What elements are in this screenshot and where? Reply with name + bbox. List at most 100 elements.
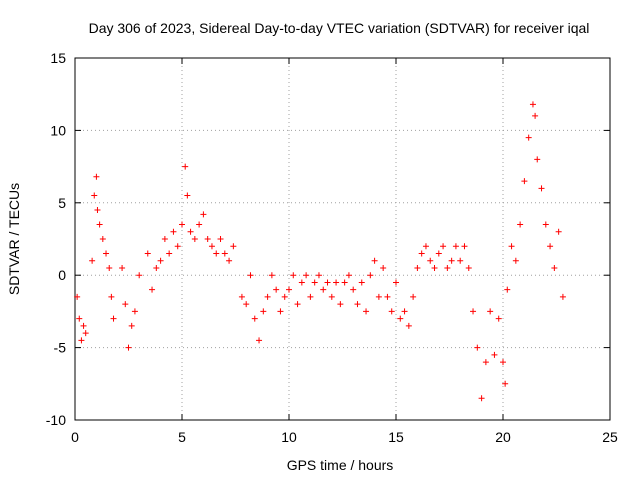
data-point: [542, 221, 549, 228]
data-point: [91, 192, 98, 199]
data-point: [444, 264, 451, 271]
data-point: [82, 330, 89, 337]
data-point: [320, 286, 327, 293]
x-tick-label: 15: [388, 429, 404, 445]
data-point: [149, 286, 156, 293]
data-point: [108, 293, 115, 300]
data-point: [380, 264, 387, 271]
y-tick-label: -10: [46, 412, 66, 428]
data-point: [307, 293, 314, 300]
data-point: [273, 286, 280, 293]
data-point: [388, 308, 395, 315]
data-point: [136, 272, 143, 279]
axis-ticks: 0 5 10 15 20 25 -10 -5 0 5 10 15: [46, 50, 618, 445]
data-point: [157, 257, 164, 264]
data-point: [345, 272, 352, 279]
data-point: [93, 173, 100, 180]
data-point: [298, 279, 305, 286]
data-point: [397, 315, 404, 322]
y-tick-label: -5: [54, 340, 67, 356]
data-point: [538, 185, 545, 192]
data-point: [106, 264, 113, 271]
data-point: [401, 308, 408, 315]
data-point: [487, 308, 494, 315]
data-point: [89, 257, 96, 264]
data-point: [103, 250, 110, 257]
data-point: [470, 308, 477, 315]
x-tick-label: 10: [281, 429, 297, 445]
data-point: [221, 250, 228, 257]
data-point: [405, 322, 412, 329]
data-point: [170, 228, 177, 235]
data-point: [128, 322, 135, 329]
data-point: [431, 264, 438, 271]
plot-frame: [74, 57, 611, 421]
data-point: [371, 257, 378, 264]
data-point: [551, 264, 558, 271]
data-point: [333, 279, 340, 286]
data-point: [465, 264, 472, 271]
data-point: [532, 112, 539, 119]
data-point: [131, 308, 138, 315]
data-point: [315, 272, 322, 279]
data-points: [74, 101, 566, 402]
data-point: [122, 301, 129, 308]
data-point: [457, 257, 464, 264]
data-point: [521, 178, 528, 185]
data-point: [277, 308, 284, 315]
chart-title: Day 306 of 2023, Sidereal Day-to-day VTE…: [89, 20, 590, 36]
data-point: [230, 243, 237, 250]
data-point: [303, 272, 310, 279]
data-point: [251, 315, 258, 322]
data-point: [290, 272, 297, 279]
data-point: [341, 279, 348, 286]
data-point: [555, 228, 562, 235]
data-point: [311, 279, 318, 286]
data-point: [213, 250, 220, 257]
data-point: [182, 163, 189, 170]
data-point: [187, 228, 194, 235]
data-point: [200, 211, 207, 218]
data-point: [324, 279, 331, 286]
data-point: [461, 243, 468, 250]
data-point: [294, 301, 301, 308]
data-point: [418, 250, 425, 257]
data-point: [179, 221, 185, 228]
data-point: [243, 301, 250, 308]
data-point: [247, 272, 254, 279]
x-tick-label: 25: [602, 429, 618, 445]
data-point: [78, 337, 85, 344]
data-point: [217, 236, 224, 242]
data-point: [337, 301, 344, 308]
data-point: [196, 221, 203, 228]
data-point: [529, 101, 536, 108]
data-point: [512, 257, 519, 264]
data-point: [495, 315, 502, 322]
data-point: [547, 243, 554, 250]
y-axis-title: SDTVAR / TECUs: [6, 183, 22, 295]
data-point: [452, 243, 459, 250]
data-point: [286, 286, 292, 293]
data-point: [99, 236, 106, 242]
y-tick-label: 15: [50, 50, 66, 66]
data-point: [502, 380, 509, 387]
x-tick-label: 20: [495, 429, 511, 445]
data-point: [350, 286, 357, 293]
data-point: [74, 293, 81, 300]
data-point: [435, 250, 442, 257]
data-point: [256, 337, 263, 344]
data-point: [110, 315, 117, 322]
x-axis-title: GPS time / hours: [287, 457, 394, 473]
data-point: [358, 279, 365, 286]
data-point: [174, 243, 181, 250]
data-point: [238, 293, 245, 300]
data-point: [354, 301, 361, 308]
data-point: [363, 308, 370, 315]
data-point: [448, 257, 455, 264]
data-point: [508, 243, 515, 250]
data-point: [384, 293, 391, 300]
data-point: [525, 134, 532, 141]
data-point: [208, 243, 215, 250]
data-point: [119, 264, 126, 271]
